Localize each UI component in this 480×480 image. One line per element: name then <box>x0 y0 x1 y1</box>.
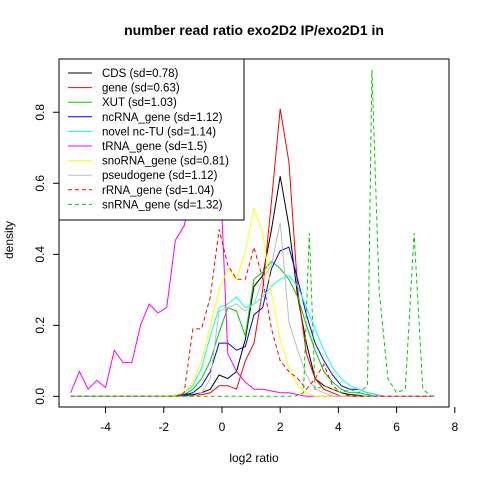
legend-entry: snoRNA_gene (sd=0.81) <box>102 156 229 168</box>
y-tick-label: 0.4 <box>33 246 47 263</box>
x-tick-label: 4 <box>335 420 342 434</box>
y-axis: 0.0 0.2 0.4 0.6 0.8 <box>33 104 59 405</box>
legend-entry: ncRNA_gene (sd=1.12) <box>102 112 223 124</box>
y-tick-label: 0.0 <box>33 388 47 405</box>
x-tick-label: 2 <box>277 420 284 434</box>
legend-box <box>58 58 245 221</box>
series-line <box>70 260 435 397</box>
legend-entry: gene (sd=0.63) <box>102 83 180 95</box>
series-layer <box>70 69 435 397</box>
chart-title: number read ratio exo2D2 IP/exo2D1 in <box>124 22 384 38</box>
y-tick-label: 0.6 <box>33 175 47 192</box>
y-tick-label: 0.2 <box>33 317 47 334</box>
series-line <box>70 274 435 397</box>
x-tick-label: 6 <box>393 420 400 434</box>
x-axis-label: log2 ratio <box>229 451 279 465</box>
x-tick-label: 8 <box>451 420 458 434</box>
legend-entry: novel nc-TU (sd=1.14) <box>102 126 216 138</box>
y-axis-label: density <box>2 221 16 259</box>
legend-entry: rRNA_gene (sd=1.04) <box>102 185 214 197</box>
legend-entry: tRNA_gene (sd=1.5) <box>102 141 207 153</box>
series-line <box>70 246 435 397</box>
x-tick-label: -4 <box>100 420 111 434</box>
series-line <box>70 229 435 397</box>
x-tick-label: 0 <box>219 420 226 434</box>
legend-entry: snRNA_gene (sd=1.32) <box>102 199 223 211</box>
plot-frame <box>58 58 450 408</box>
series-line <box>70 69 435 397</box>
series-line <box>70 222 435 397</box>
legend-entry: pseudogene (sd=1.12) <box>102 170 218 182</box>
legend-entry: CDS (sd=0.78) <box>102 68 179 80</box>
y-tick-label: 0.8 <box>33 104 47 121</box>
legend: CDS (sd=0.78) gene (sd=0.63) XUT (sd=1.03)… <box>58 58 245 221</box>
series-line <box>70 206 435 397</box>
x-axis: -4 -2 0 2 4 6 8 <box>100 407 458 434</box>
legend-entry: XUT (sd=1.03) <box>102 97 177 109</box>
x-tick-label: -2 <box>158 420 169 434</box>
